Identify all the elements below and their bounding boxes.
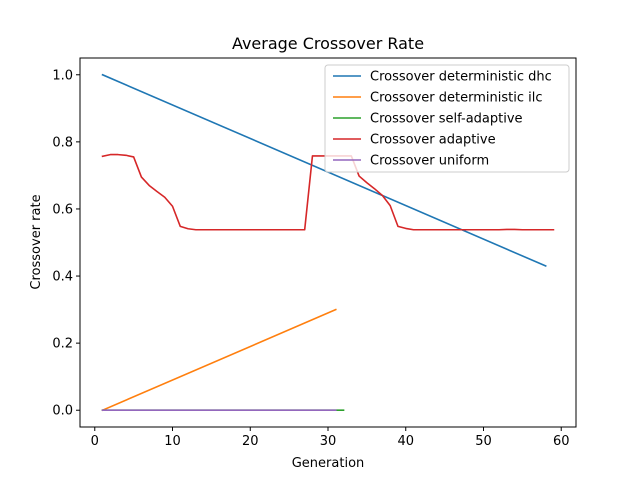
x-axis-ticks: 0 10 20 30 40 50 60: [91, 427, 570, 449]
legend-box: [324, 64, 570, 173]
legend-label: Crossover deterministic ilc: [370, 91, 542, 106]
series-line-crossover-deterministic-ilc: [101, 308, 337, 412]
x-tick-label: 60: [553, 434, 570, 449]
y-tick-label: 0.0: [52, 404, 73, 419]
series-line-crossover-deterministic-dhc: [101, 73, 547, 268]
y-tick-label: 0.4: [52, 270, 73, 285]
y-tick-label: 0.2: [52, 337, 73, 352]
x-tick-label: 0: [91, 434, 99, 449]
y-axis-ticks: 0.0 0.2 0.4 0.6 0.8 1.0: [52, 68, 80, 419]
y-tick-label: 0.6: [52, 202, 73, 217]
x-tick-label: 40: [397, 434, 414, 449]
x-tick-label: 10: [164, 434, 181, 449]
legend-label: Crossover deterministic dhc: [370, 70, 552, 85]
legend-label: Crossover self-adaptive: [370, 112, 523, 127]
x-tick-label: 20: [242, 434, 259, 449]
legend-label: Crossover adaptive: [370, 133, 496, 148]
y-tick-label: 1.0: [52, 68, 73, 83]
legend: Crossover deterministic dhc Crossover det…: [324, 64, 570, 173]
chart-title: Average Crossover Rate: [232, 34, 424, 53]
x-tick-label: 50: [475, 434, 492, 449]
x-axis-label: Generation: [292, 456, 365, 471]
y-axis-label: Crossover rate: [29, 194, 44, 289]
y-tick-label: 0.8: [52, 135, 73, 150]
legend-label: Crossover uniform: [370, 154, 489, 169]
x-tick-label: 30: [320, 434, 337, 449]
